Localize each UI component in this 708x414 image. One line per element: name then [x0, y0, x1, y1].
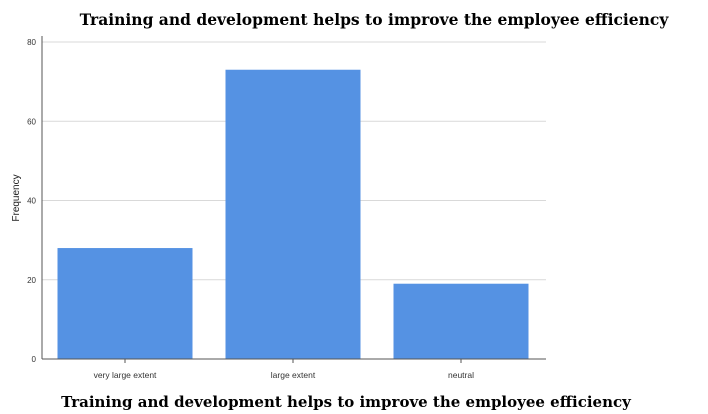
- chart-title: Training and development helps to improv…: [79, 10, 669, 29]
- y-tick-label: 20: [27, 276, 36, 285]
- bar: [393, 283, 529, 359]
- x-tick-label: large extent: [271, 370, 316, 380]
- bar: [57, 248, 193, 359]
- y-tick-label: 60: [27, 117, 36, 126]
- bars: [57, 69, 529, 360]
- x-tick-label: very large extent: [94, 370, 157, 380]
- y-tick-label: 80: [27, 38, 36, 47]
- y-axis-label: Frequency: [11, 174, 22, 221]
- y-tick-label: 40: [27, 197, 36, 206]
- y-tick-label: 0: [32, 355, 37, 364]
- axes: 0 20 40 60 80 very large extent large extent ne…: [27, 36, 546, 380]
- bar: [225, 69, 361, 360]
- x-tick-label: neutral: [448, 370, 474, 380]
- x-axis-label: Training and development helps to improv…: [61, 393, 631, 411]
